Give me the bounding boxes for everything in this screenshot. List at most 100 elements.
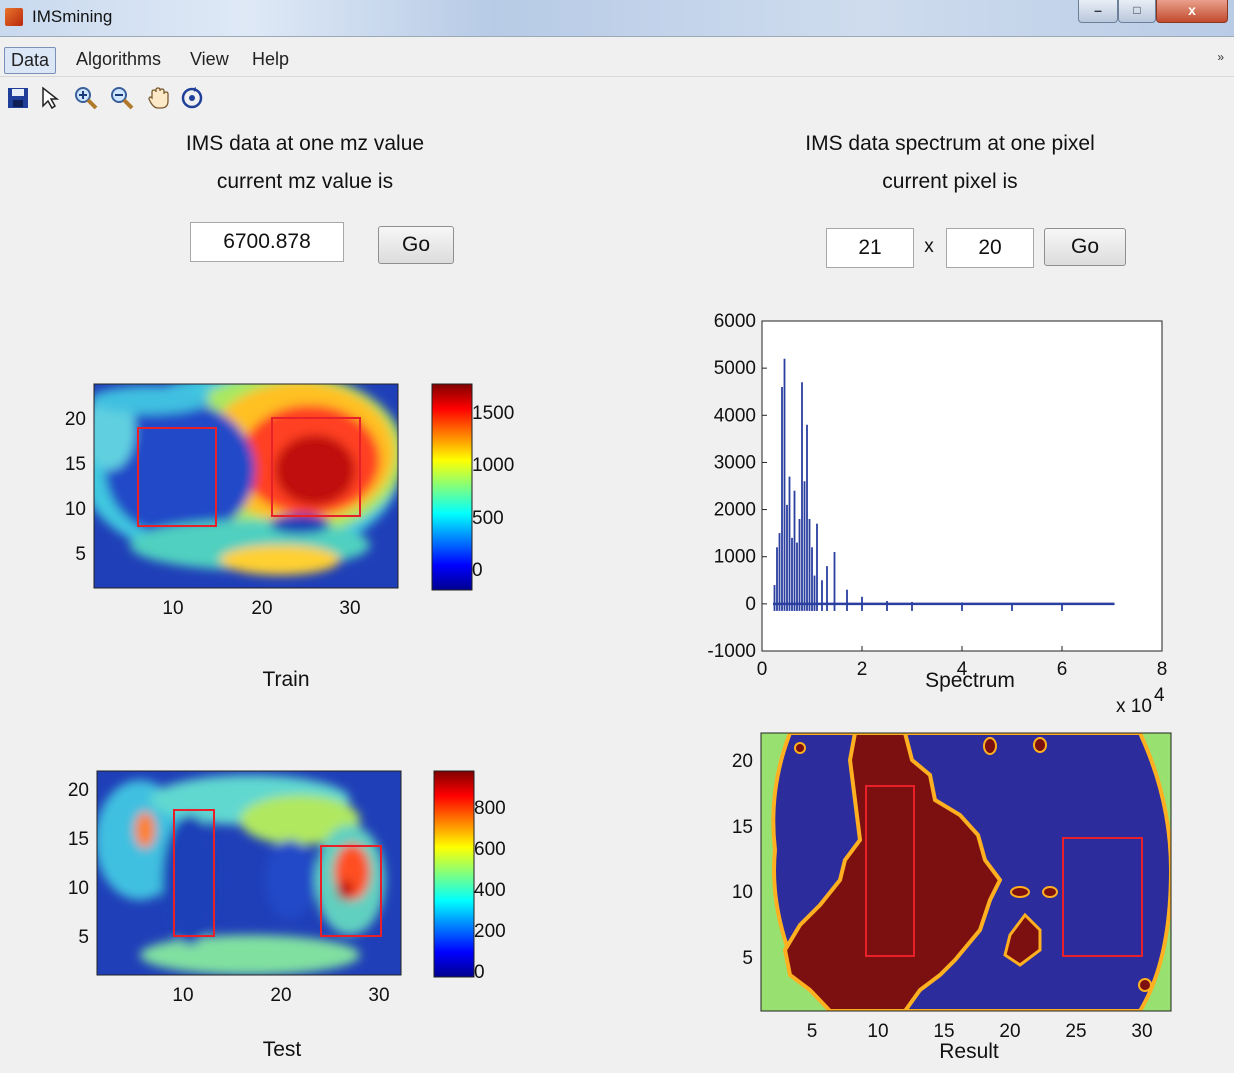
result-x-tick: 10 <box>867 1021 888 1042</box>
train-colorbar-tick: 0 <box>472 560 483 581</box>
save-icon[interactable] <box>6 86 30 110</box>
menu-help[interactable]: Help <box>252 49 290 69</box>
maximize-button[interactable]: □ <box>1118 0 1156 23</box>
test-colorbar-tick: 800 <box>474 798 506 819</box>
result-x-tick: 25 <box>1065 1021 1086 1042</box>
result-x-tick: 20 <box>999 1021 1020 1042</box>
spectrum-y-tick-label: 5000 <box>714 358 756 379</box>
train-colorbar <box>431 383 473 591</box>
result-class-a-spot <box>1033 737 1047 753</box>
menu-algorithms[interactable]: Algorithms <box>76 49 162 69</box>
train-colorbar-tick: 1500 <box>472 403 514 424</box>
train-colorbar-tick: 500 <box>472 508 504 529</box>
train-roi-box-2[interactable] <box>271 417 361 517</box>
result-y-tick: 5 <box>742 948 753 969</box>
result-map[interactable]: 5 10 15 20 25 30 20 15 10 5 Result <box>732 732 1172 1063</box>
mz-value-input[interactable]: 6700.878 <box>190 222 344 262</box>
menu-bar: Data Algorithms View Help » <box>0 40 1234 77</box>
close-button[interactable]: x <box>1156 0 1228 23</box>
spectrum-x-tick-label: 4 <box>957 659 968 680</box>
train-x-tick: 10 <box>162 598 183 619</box>
test-title: Test <box>263 1038 302 1061</box>
spectrum-x-multiplier: x 10 <box>1116 696 1152 717</box>
result-y-tick: 15 <box>732 817 753 838</box>
maximize-icon: □ <box>1133 3 1141 17</box>
train-colorbar-tick: 1000 <box>472 455 514 476</box>
test-y-tick: 15 <box>68 829 89 850</box>
result-roi-box-2[interactable] <box>1062 837 1143 957</box>
result-y-tick: 20 <box>732 751 753 772</box>
result-class-a-spot <box>1010 886 1030 898</box>
test-colorbar <box>433 770 475 978</box>
train-title: Train <box>262 668 309 691</box>
test-x-tick: 20 <box>270 985 291 1006</box>
test-colorbar-tick: 200 <box>474 921 506 942</box>
toolbar <box>0 80 1234 116</box>
train-x-tick: 30 <box>339 598 360 619</box>
rotate-3d-icon[interactable] <box>180 86 204 110</box>
test-y-tick: 10 <box>68 878 89 899</box>
train-heatmap[interactable]: 10 20 30 20 15 10 5 1500 1000 500 0 Trai… <box>65 373 514 691</box>
zoom-out-icon[interactable] <box>110 86 134 110</box>
mz-go-button[interactable]: Go <box>378 226 454 264</box>
menu-data[interactable]: Data <box>4 47 57 74</box>
train-y-tick: 10 <box>65 499 86 520</box>
result-x-tick: 15 <box>933 1021 954 1042</box>
window-titlebar: IMSmining – □ x <box>0 0 1234 37</box>
pixel-y-input[interactable]: 20 <box>946 228 1034 268</box>
close-icon: x <box>1188 2 1196 18</box>
pan-hand-icon[interactable] <box>146 86 170 110</box>
test-heatmap[interactable]: 10 20 30 20 15 10 5 800 600 400 200 0 Te… <box>68 770 506 1061</box>
spectrum-y-tick-label: 0 <box>745 594 756 615</box>
test-roi-box-2[interactable] <box>320 845 382 937</box>
spectrum-x-tick-label: 6 <box>1057 659 1068 680</box>
train-y-tick: 20 <box>65 409 86 430</box>
result-class-regions <box>771 733 1171 1011</box>
spectrum-x-ticks: 0 2 4 6 8 <box>757 646 1168 680</box>
left-panel-subtitle: current mz value is <box>216 170 394 193</box>
pixel-go-button[interactable]: Go <box>1044 228 1126 266</box>
test-x-tick: 10 <box>172 985 193 1006</box>
spectrum-y-tick-label: 2000 <box>714 500 756 521</box>
spectrum-y-tick-label: 3000 <box>714 452 756 473</box>
spectrum-x-tick-label: 8 <box>1157 659 1168 680</box>
spectrum-y-ticks: 6000 5000 4000 3000 2000 1000 0 -1000 <box>707 311 767 662</box>
spectrum-x-tick-label: 2 <box>857 659 868 680</box>
train-roi-box-1[interactable] <box>137 427 217 527</box>
menu-view[interactable]: View <box>190 49 229 69</box>
test-roi-box-1[interactable] <box>173 809 215 937</box>
train-heatmap-field <box>94 384 398 575</box>
result-class-a-spot <box>794 742 806 754</box>
pointer-icon[interactable] <box>38 86 62 110</box>
train-y-tick: 15 <box>65 454 86 475</box>
test-axes-frame <box>96 770 402 976</box>
right-panel-title: IMS data spectrum at one pixel <box>805 132 1095 155</box>
train-y-tick: 5 <box>75 544 86 565</box>
result-y-tick: 10 <box>732 882 753 903</box>
result-axes-frame <box>760 732 1172 1012</box>
zoom-in-icon[interactable] <box>74 86 98 110</box>
result-roi-box-1[interactable] <box>865 785 915 957</box>
spectrum-y-tick-label: 4000 <box>714 405 756 426</box>
minimize-button[interactable]: – <box>1078 0 1118 23</box>
train-axes-frame <box>93 383 399 589</box>
minimize-icon: – <box>1094 2 1102 18</box>
pixel-separator: x <box>924 236 934 257</box>
train-x-tick: 20 <box>251 598 272 619</box>
menu-overflow-icon[interactable]: » <box>1217 50 1224 64</box>
result-x-tick: 5 <box>807 1021 818 1042</box>
spectrum-y-tick-label: 1000 <box>714 547 756 568</box>
spectrum-x-multiplier-exponent: 4 <box>1154 685 1165 706</box>
pixel-x-input[interactable]: 21 <box>826 228 914 268</box>
spectrum-y-tick-label: 6000 <box>714 311 756 332</box>
test-colorbar-tick: 400 <box>474 880 506 901</box>
matlab-icon <box>5 8 23 26</box>
test-y-tick: 5 <box>78 927 89 948</box>
result-title: Result <box>939 1040 999 1063</box>
spectrum-xlabel: Spectrum <box>925 669 1015 692</box>
spectrum-line-group <box>773 358 1115 611</box>
result-class-a-region <box>782 733 1003 1011</box>
test-heatmap-field <box>97 775 385 975</box>
